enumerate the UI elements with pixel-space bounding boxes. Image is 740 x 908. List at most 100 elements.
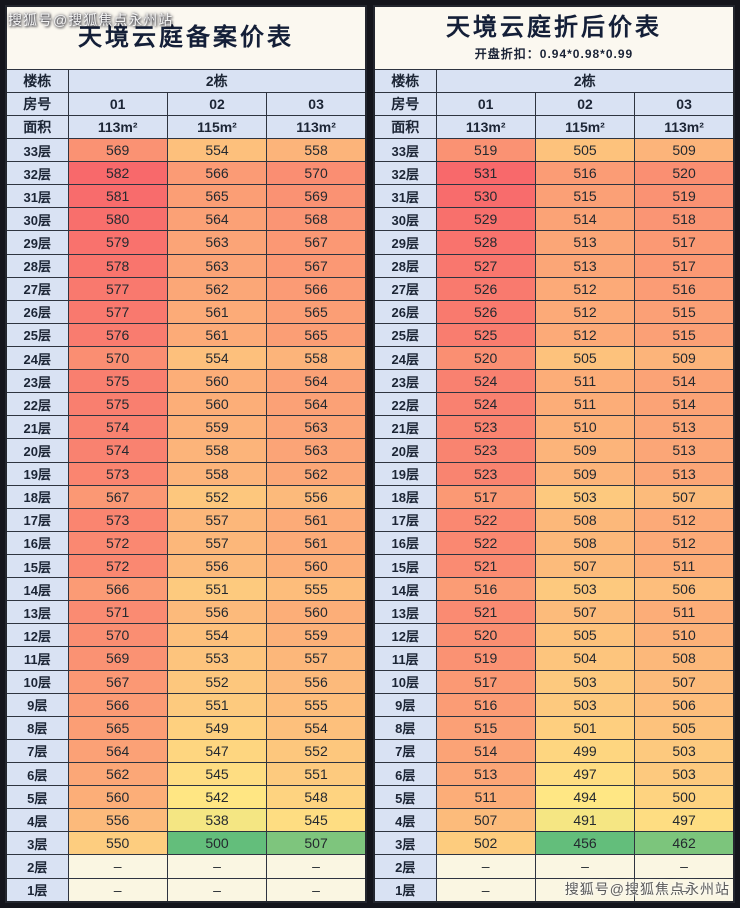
price-cell: 525 [435, 322, 536, 347]
price-cell: 503 [634, 738, 735, 763]
price-cell: 503 [634, 761, 735, 787]
floor-label: 29层 [373, 230, 437, 255]
price-cell: 558 [266, 137, 367, 163]
room-label: 房号 [373, 92, 437, 116]
price-cell: 556 [67, 808, 168, 833]
price-cell: 507 [634, 484, 735, 509]
floor-row: 19层 523 509 513 [373, 461, 735, 486]
price-cell: 560 [166, 369, 268, 394]
price-cell: 570 [67, 345, 168, 371]
floor-label: 8层 [373, 715, 437, 740]
price-cell: 513 [634, 415, 735, 440]
floor-label: 9层 [373, 692, 437, 717]
area-value: 113m² [67, 115, 168, 139]
floor-row: 12层 570 554 559 [5, 623, 367, 648]
floor-row: 27层 577 562 566 [5, 276, 367, 301]
price-cell: 557 [166, 507, 268, 532]
room-number: 03 [266, 92, 367, 116]
building-value: 2栋 [435, 69, 735, 93]
filed-price-table: 天境云庭备案价表 楼栋 2栋 房号 01 02 03 面积 113m² 115m… [5, 5, 367, 903]
price-cell: 520 [435, 345, 536, 371]
price-cell: 508 [634, 646, 735, 671]
price-cell: 562 [67, 761, 168, 787]
price-cell: 509 [634, 345, 735, 371]
price-cell: 497 [534, 761, 636, 787]
floor-row: 28层 527 513 517 [373, 253, 735, 278]
price-cell: 569 [67, 137, 168, 163]
area-row: 面积 113m² 115m² 113m² [5, 115, 367, 139]
floor-label: 24层 [5, 345, 69, 371]
building-label: 楼栋 [5, 69, 69, 93]
floor-label: 4层 [5, 808, 69, 833]
floor-row: 28层 578 563 567 [5, 253, 367, 278]
price-cell: 522 [435, 530, 536, 555]
price-cell: 521 [435, 600, 536, 625]
price-cell: 510 [534, 415, 636, 440]
price-cell: 517 [634, 230, 735, 255]
floor-row: 33层 569 554 558 [5, 137, 367, 163]
price-cell: 555 [266, 692, 367, 717]
floor-label: 11层 [373, 646, 437, 671]
floor-label: 22层 [5, 392, 69, 417]
building-row: 楼栋 2栋 [373, 69, 735, 93]
floor-label: 18层 [5, 484, 69, 509]
price-cell: 516 [634, 276, 735, 301]
price-cell: 567 [266, 253, 367, 278]
floor-label: 32层 [373, 161, 437, 186]
price-cell: 509 [534, 461, 636, 486]
price-cell: 558 [266, 345, 367, 371]
floor-row: 1层 – – – [5, 877, 367, 903]
floor-row: 31层 530 515 519 [373, 184, 735, 209]
price-cell: 505 [534, 345, 636, 371]
price-cell: 509 [534, 438, 636, 463]
floor-label: 13层 [5, 600, 69, 625]
price-cell: 516 [435, 692, 536, 717]
price-cell: 522 [435, 507, 536, 532]
floor-row: 10层 517 503 507 [373, 669, 735, 694]
floor-row: 4层 556 538 545 [5, 808, 367, 833]
price-cell: 556 [166, 600, 268, 625]
price-cell: 582 [67, 161, 168, 186]
floor-label: 5层 [373, 785, 437, 810]
title-row: 天境云庭备案价表 [5, 5, 367, 70]
price-cell: 547 [166, 738, 268, 763]
price-cell: 524 [435, 392, 536, 417]
floor-label: 17层 [373, 507, 437, 532]
floor-label: 31层 [373, 184, 437, 209]
floor-label: 19层 [373, 461, 437, 486]
price-cell: 565 [266, 322, 367, 347]
price-cell: 503 [534, 669, 636, 694]
price-cell: 491 [534, 808, 636, 833]
price-cell: 574 [67, 415, 168, 440]
area-label: 面积 [373, 115, 437, 139]
price-cell: 515 [435, 715, 536, 740]
price-cell: 579 [67, 230, 168, 255]
price-cell: 494 [534, 785, 636, 810]
price-cell: 545 [166, 761, 268, 787]
price-cell: 501 [534, 715, 636, 740]
price-cell: 561 [266, 507, 367, 532]
floor-label: 19层 [5, 461, 69, 486]
floor-label: 1层 [373, 877, 437, 903]
price-cell: 508 [534, 507, 636, 532]
floor-label: 5层 [5, 785, 69, 810]
price-cell: 557 [166, 530, 268, 555]
price-cell: 515 [634, 299, 735, 324]
price-cell: 568 [266, 207, 367, 232]
table-title-cell: 天境云庭折后价表 开盘折扣：0.94*0.98*0.99 [373, 5, 735, 70]
price-cell: 526 [435, 299, 536, 324]
floor-row: 9层 566 551 555 [5, 692, 367, 717]
price-cell: 500 [634, 785, 735, 810]
price-cell: 560 [266, 600, 367, 625]
floor-row: 30层 580 564 568 [5, 207, 367, 232]
price-cell: 558 [166, 438, 268, 463]
price-cell: 509 [634, 137, 735, 163]
price-cell: 499 [534, 738, 636, 763]
price-cell: 513 [534, 253, 636, 278]
price-cell: 505 [534, 137, 636, 163]
price-cell: 564 [67, 738, 168, 763]
floor-label: 15层 [5, 553, 69, 579]
price-cell: 575 [67, 392, 168, 417]
price-cell: 564 [266, 369, 367, 394]
floor-label: 29层 [5, 230, 69, 255]
